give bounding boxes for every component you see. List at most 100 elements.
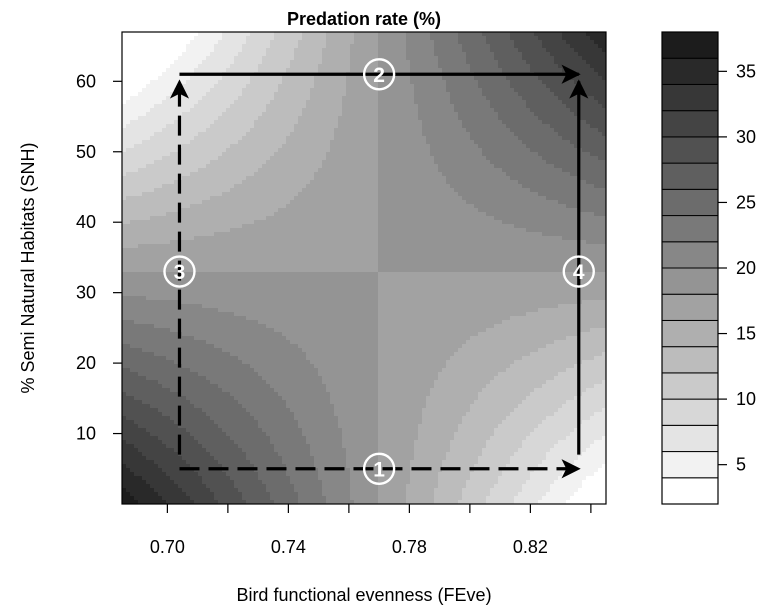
contour-cell [178,64,183,69]
contour-cell [590,76,595,81]
contour-cell [158,44,163,49]
contour-cell [202,104,207,109]
contour-cell [506,48,511,53]
contour-cell [150,148,155,153]
contour-cell [562,148,567,153]
contour-cell [262,44,267,49]
contour-cell [566,84,571,89]
contour-cell [210,88,215,93]
contour-cell [582,168,587,173]
contour-cell [130,104,135,109]
contour-cell [542,124,547,129]
contour-cell [134,44,139,49]
contour-cell [134,92,139,97]
contour-cell [266,60,271,65]
contour-cell [286,32,291,37]
contour-cell [350,60,355,65]
contour-cell [554,172,559,177]
contour-cell [446,96,451,101]
contour-cell [346,112,351,117]
contour-cell [486,84,491,89]
contour-cell [254,192,259,197]
contour-cell [214,104,219,109]
contour-cell [210,196,215,201]
contour-cell [518,60,523,65]
contour-cell [222,80,227,85]
contour-cell [370,152,375,157]
contour-cell [198,176,203,181]
contour-cell [262,116,267,121]
contour-cell [398,132,403,137]
contour-cell [470,156,475,161]
contour-cell [538,104,543,109]
contour-cell [342,60,347,65]
contour-cell [158,132,163,137]
contour-cell [198,116,203,121]
contour-cell [426,44,431,49]
contour-cell [146,180,151,185]
contour-cell [170,164,175,169]
contour-cell [374,36,379,41]
contour-cell [550,84,555,89]
contour-cell [422,120,427,125]
contour-cell [366,112,371,117]
contour-cell [518,56,523,61]
contour-cell [586,48,591,53]
contour-cell [370,92,375,97]
contour-cell [198,120,203,125]
contour-cell [130,48,135,53]
contour-cell [358,192,363,197]
contour-cell [314,52,319,57]
contour-cell [170,60,175,65]
contour-cell [126,88,131,93]
contour-cell [166,72,171,77]
contour-cell [238,164,243,169]
contour-cell [430,136,435,141]
contour-cell [486,88,491,93]
contour-cell [602,148,606,153]
contour-cell [126,60,131,65]
contour-cell [530,168,535,173]
contour-cell [326,36,331,41]
contour-cell [318,192,323,197]
contour-cell [514,92,519,97]
contour-cell [134,176,139,181]
contour-cell [594,136,599,141]
contour-cell [462,52,467,57]
contour-cell [450,180,455,185]
contour-cell [538,168,543,173]
contour-cell [126,92,131,97]
contour-cell [342,136,347,141]
contour-cell [262,172,267,177]
contour-cell [466,176,471,181]
contour-cell [422,124,427,129]
contour-cell [558,120,563,125]
contour-cell [574,76,579,81]
contour-cell [182,140,187,145]
contour-cell [466,32,471,37]
contour-cell [594,120,599,125]
contour-cell [206,104,211,109]
contour-cell [442,176,447,181]
contour-cell [330,104,335,109]
contour-cell [466,132,471,137]
contour-cell [398,96,403,101]
contour-cell [574,60,579,65]
contour-cell [222,140,227,145]
contour-cell [202,172,207,177]
contour-cell [570,44,575,49]
contour-cell [170,136,175,141]
contour-cell [294,40,299,45]
contour-cell [586,44,591,49]
contour-cell [458,44,463,49]
contour-cell [234,36,239,41]
contour-cell [206,68,211,73]
contour-cell [222,168,227,173]
contour-cell [262,168,267,173]
contour-cell [570,136,575,141]
contour-cell [346,88,351,93]
contour-cell [222,44,227,49]
contour-cell [238,148,243,153]
contour-cell [142,72,147,77]
